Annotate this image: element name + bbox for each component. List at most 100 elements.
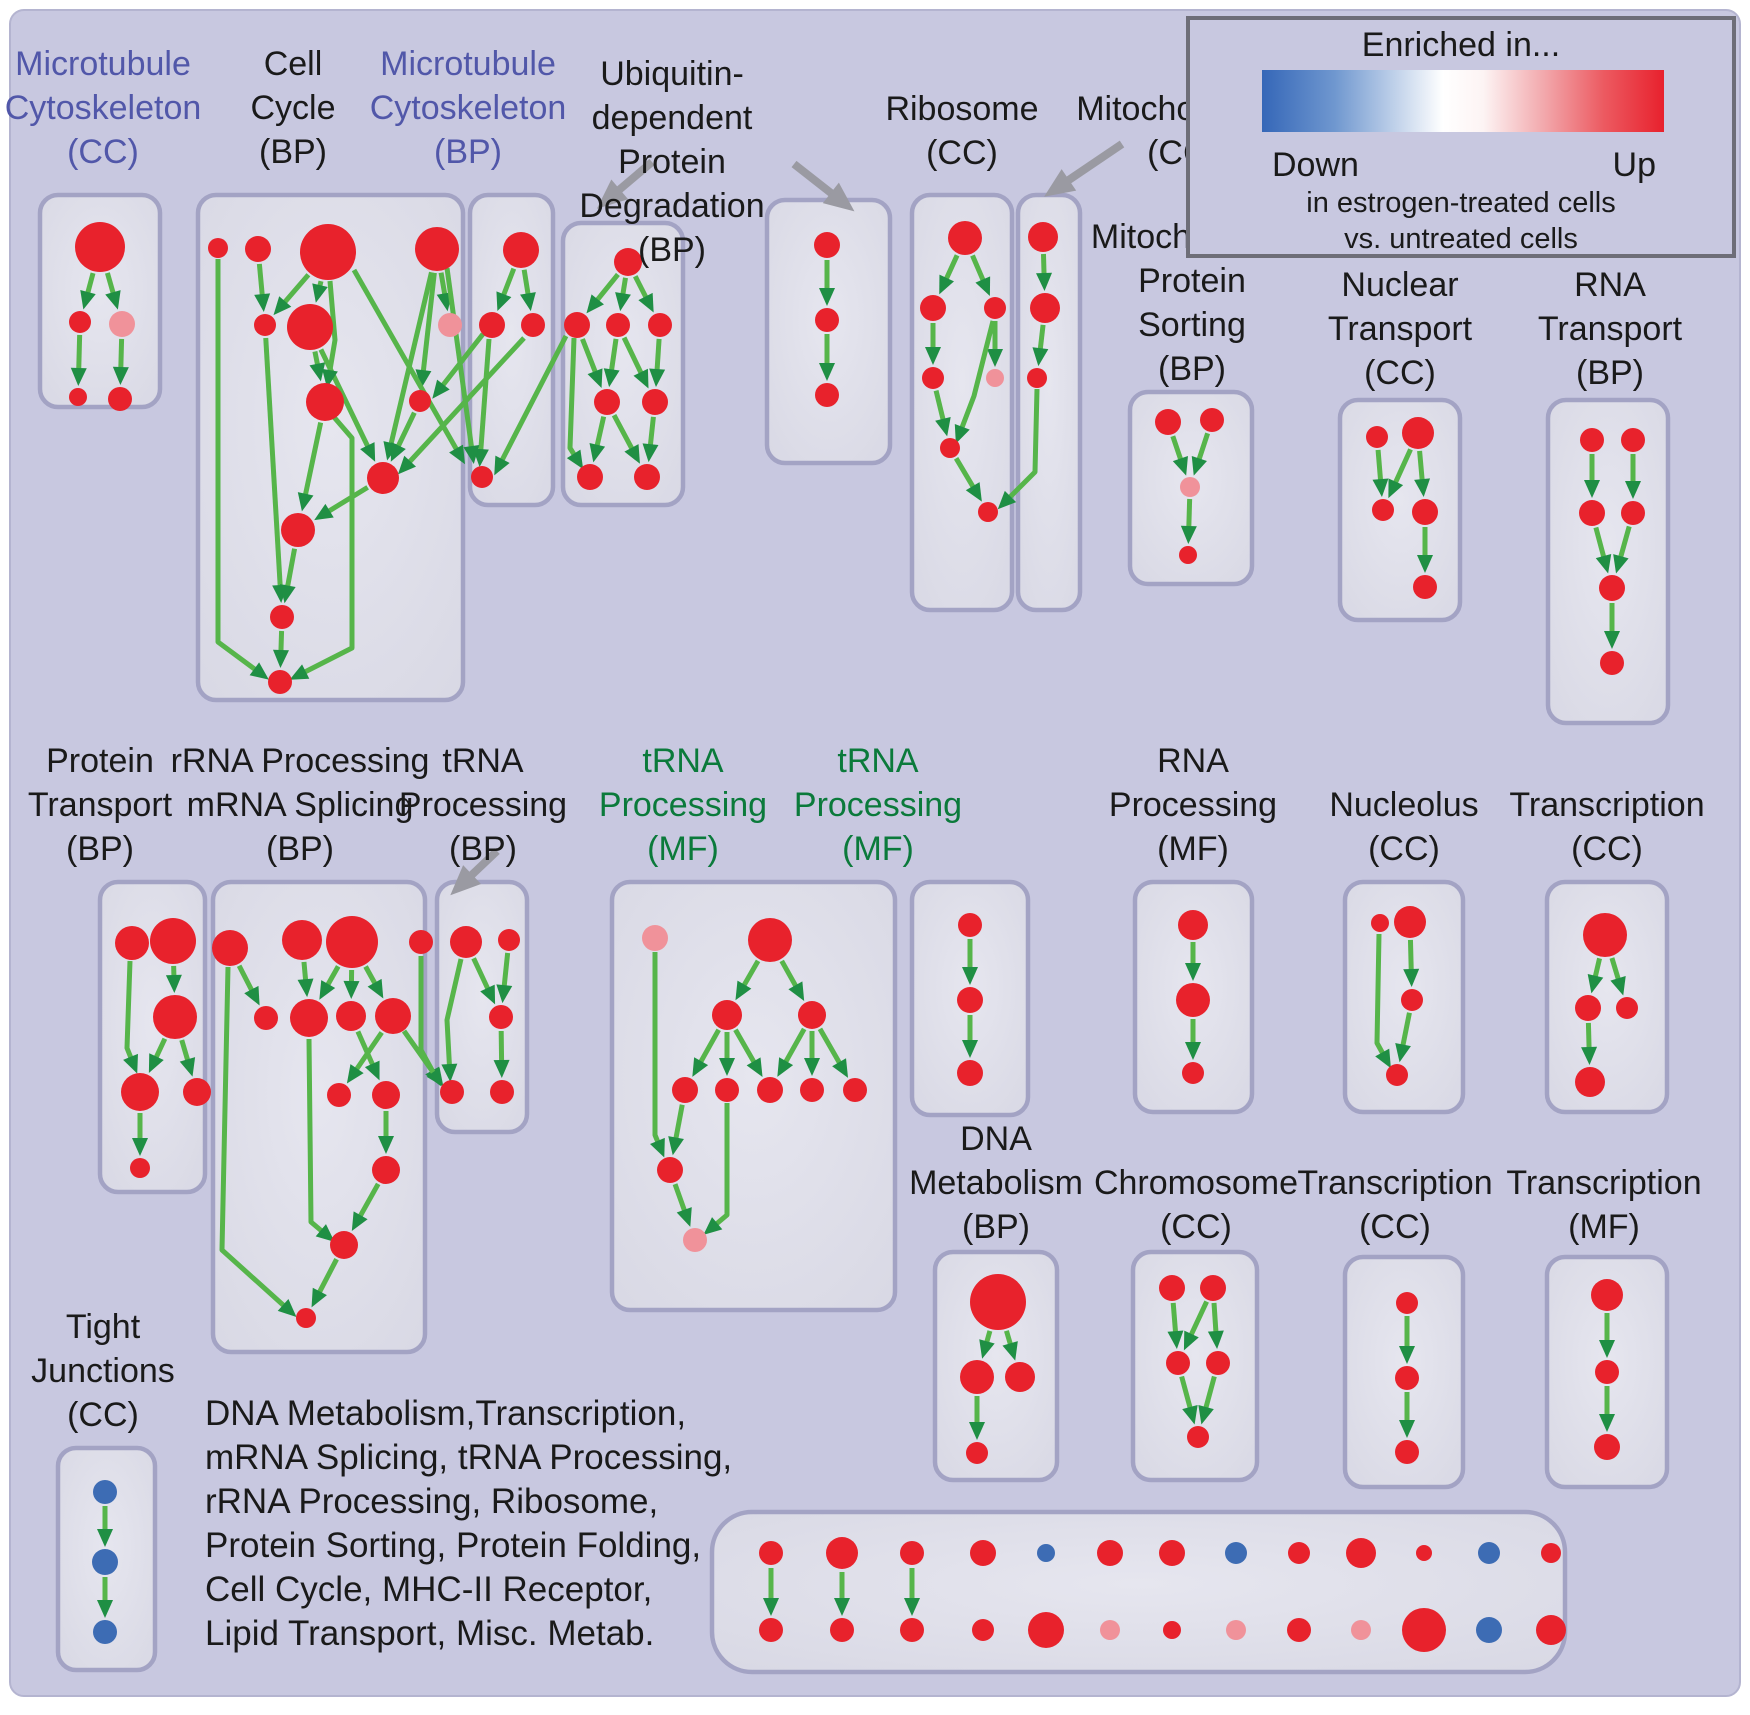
transcription-cc-label: Transcription (1509, 786, 1704, 824)
dna-metabolism-bp-label: DNA (960, 1120, 1032, 1158)
go-term-node (922, 367, 944, 389)
dna-metabolism-bp-label: Metabolism (909, 1164, 1083, 1202)
go-term-node (115, 926, 149, 960)
go-term-node (1100, 1620, 1120, 1640)
go-term-node (800, 1078, 824, 1102)
edge-arrow (319, 965, 341, 1000)
go-term-node (1395, 1366, 1419, 1390)
go-term-node (409, 390, 431, 412)
mitochondrial-protein-sorting-bp-label: Protein (1138, 262, 1246, 300)
mitochondrial-protein-sorting-bp-label: (BP) (1158, 350, 1226, 388)
label-pointer-arrow (596, 158, 655, 209)
go-term-node (1005, 1362, 1035, 1392)
go-term-node (287, 304, 333, 350)
edge-arrow (1191, 432, 1211, 476)
go-term-node (940, 438, 960, 458)
edge-arrow (472, 338, 492, 467)
go-term-node (69, 388, 87, 406)
edge-arrow (1388, 448, 1413, 499)
label-pointer-arrow (791, 160, 855, 212)
cell-cycle-bp-label: Cycle (250, 89, 335, 127)
edge-arrow (1581, 1022, 1598, 1066)
nuclear-transport-cc-box (1337, 397, 1463, 623)
edge-arrow (520, 269, 536, 312)
go-term-node (1030, 293, 1060, 323)
edge-arrow (179, 1039, 196, 1077)
go-term-node (1288, 1542, 1310, 1564)
go-term-node (1028, 1612, 1064, 1648)
edge-arrow (493, 1030, 510, 1079)
edge-arrow (436, 272, 453, 312)
go-term-node (109, 311, 135, 337)
rna-processing-mf-label: RNA (1157, 742, 1229, 780)
nucleolus-cc-label: (CC) (1368, 830, 1440, 868)
go-term-node (208, 238, 228, 258)
go-term-node (1187, 1426, 1209, 1448)
legend-down-label: Down (1272, 146, 1359, 184)
nuclear-transport-cc-label: Transport (1328, 310, 1473, 348)
go-term-node (108, 387, 132, 411)
go-term-node (972, 1619, 994, 1641)
go-term-node (471, 466, 493, 488)
ubiquitin-dependent-protein-degradation-bp-label: Ubiquitin- (600, 55, 744, 93)
edge-arrow (1032, 324, 1049, 367)
edge-arrow (297, 961, 314, 998)
go-term-node (150, 918, 196, 964)
edge-arrow (306, 1038, 335, 1242)
trna-processing-bp-label: tRNA (442, 742, 524, 780)
edge-arrow (215, 259, 269, 680)
legend: Enriched in... Down Up in estrogen-treat… (1186, 16, 1736, 258)
legend-box (1186, 16, 1736, 258)
go-term-node (330, 1231, 358, 1259)
edge-arrow (1609, 957, 1626, 996)
edge-arrow (733, 1028, 763, 1077)
edge-arrow (566, 337, 584, 470)
edge-arrow (649, 338, 666, 388)
edge-arrow (779, 959, 805, 1002)
go-term-node (270, 605, 294, 629)
go-term-node (712, 1000, 742, 1030)
go-term-node (1621, 428, 1645, 452)
go-term-node (1583, 913, 1627, 957)
edge-arrow (1372, 449, 1389, 498)
transcription-cc-box (1544, 879, 1670, 1115)
go-term-node (183, 1078, 211, 1106)
edge-arrow (314, 485, 369, 521)
edge-arrow (1198, 1375, 1217, 1425)
edge-arrow (322, 280, 338, 388)
go-term-node (798, 1001, 826, 1029)
go-term-node (957, 987, 983, 1013)
edge-arrow (390, 411, 417, 462)
trna-processing-bp-label: Processing (399, 786, 567, 824)
edge-arrow (219, 966, 297, 1318)
go-term-node (336, 1001, 366, 1031)
go-term-node (826, 1537, 858, 1569)
edge-arrow (312, 280, 328, 303)
chromosome-cc-label: (CC) (1160, 1208, 1232, 1246)
go-term-node (1028, 222, 1058, 252)
go-term-node (1575, 1067, 1605, 1097)
go-term-node (1580, 428, 1604, 452)
go-term-node (978, 502, 998, 522)
edge-arrow (263, 337, 289, 604)
go-term-node (1371, 914, 1389, 932)
go-term-node (75, 222, 125, 272)
edge-arrow (939, 254, 960, 295)
edge-arrow (580, 338, 603, 389)
ubiquitin-dependent-protein-degradation-bp-label: Degradation (579, 187, 764, 225)
misc-terms-note-line: DNA Metabolism,Transcription, (205, 1394, 686, 1433)
go-term-node (327, 1083, 351, 1107)
go-term-node (1416, 1545, 1432, 1561)
edge-arrow (970, 254, 991, 297)
edge-arrow (703, 1103, 730, 1235)
go-term-node (966, 1442, 988, 1464)
go-term-node (715, 1078, 739, 1102)
go-term-node (1159, 1275, 1185, 1301)
nuclear-transport-cc-label: Nuclear (1341, 266, 1458, 304)
transcription-cc-2-label: Transcription (1297, 1164, 1492, 1202)
edge-arrow (672, 1183, 692, 1227)
edge-arrow (432, 332, 485, 399)
go-term-node (440, 1080, 464, 1104)
